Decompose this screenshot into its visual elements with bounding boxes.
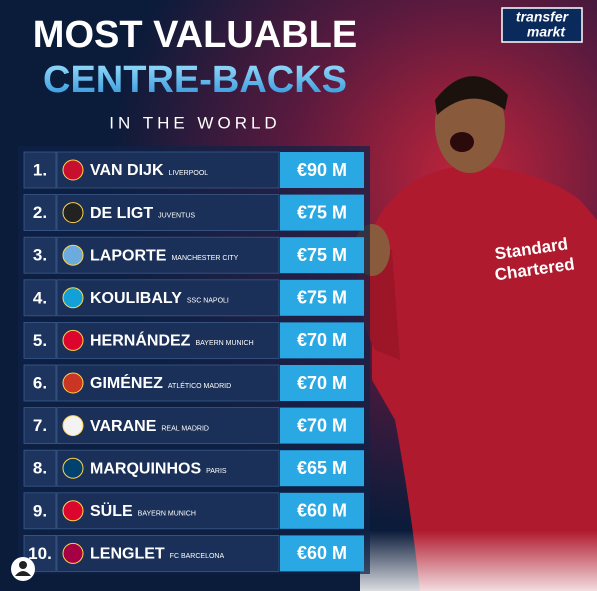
name-cell <box>56 194 280 232</box>
value-cell <box>280 279 364 316</box>
rank-cell <box>23 151 57 189</box>
club-name: PARIS <box>206 468 227 475</box>
club-badge <box>62 372 84 394</box>
club-badge <box>62 500 84 522</box>
market-value: €70 M <box>297 373 347 393</box>
rank: 1. <box>33 160 47 179</box>
market-value: €75 M <box>297 288 347 308</box>
name-cell <box>56 364 280 402</box>
player-name: KOULIBALY <box>90 290 182 307</box>
club-name: LIVERPOOL <box>169 170 209 177</box>
value-cell <box>280 194 364 231</box>
logo-bottom: markt <box>527 24 566 40</box>
club-badge <box>62 244 84 266</box>
rank: 7. <box>33 416 47 435</box>
rank-cell <box>23 492 57 530</box>
player-name: MARQUINHOS <box>90 460 201 477</box>
club-badge <box>62 329 84 351</box>
ranking-list: 1. VAN DIJK LIVERPOOL €90 M 2. DE LIGT JUVENTU… <box>23 151 364 572</box>
rank: 5. <box>33 331 47 350</box>
market-value: €90 M <box>297 160 347 180</box>
value-cell <box>280 450 364 487</box>
rank-cell <box>23 364 57 402</box>
player-name: LAPORTE <box>90 247 167 264</box>
name-cell <box>56 407 280 445</box>
club-badge <box>62 542 84 564</box>
club-badge <box>62 415 84 437</box>
market-value: €75 M <box>297 202 347 222</box>
player-name: SÜLE <box>90 501 133 520</box>
profile-avatar <box>11 557 35 581</box>
value-cell <box>280 322 364 359</box>
title-line-1: MOST VALUABLE <box>33 14 357 56</box>
rank-cell <box>23 279 57 317</box>
club-badge <box>62 202 84 224</box>
market-value: €70 M <box>297 415 347 435</box>
club-name: JUVENTUS <box>158 212 195 219</box>
name-cell <box>56 321 280 359</box>
rank: 6. <box>33 373 47 392</box>
club-name: BAYERN MUNICH <box>195 340 253 347</box>
player-name: HERNÁNDEZ <box>90 331 191 350</box>
market-value: €70 M <box>297 330 347 350</box>
club-badge <box>62 159 84 181</box>
rank: 4. <box>33 288 47 307</box>
player-name: LENGLET <box>90 546 165 563</box>
logo: transfer markt <box>501 7 583 43</box>
title-line-2: CENTRE-BACKS <box>43 59 347 101</box>
name-cell <box>56 492 280 530</box>
logo-top: transfer <box>516 9 570 25</box>
value-cell <box>280 237 364 274</box>
rank: 8. <box>33 459 47 478</box>
value-cell <box>280 407 364 444</box>
value-cell <box>280 152 364 188</box>
name-cell <box>56 449 280 487</box>
club-name: MANCHESTER CITY <box>171 255 238 262</box>
player-name: VAN DIJK <box>90 162 164 179</box>
player-name: GIMÉNEZ <box>90 373 163 392</box>
rank-cell <box>23 194 57 232</box>
rank: 2. <box>33 203 47 222</box>
club-name: REAL MADRID <box>161 425 209 432</box>
rank-cell <box>23 407 57 445</box>
market-value: €75 M <box>297 245 347 265</box>
market-value: €60 M <box>297 501 347 521</box>
rank: 3. <box>33 246 47 265</box>
name-cell <box>56 535 280 572</box>
rank: 10. <box>28 544 52 563</box>
market-value: €65 M <box>297 458 347 478</box>
club-name: FC BARCELONA <box>170 553 225 560</box>
name-cell <box>56 236 280 274</box>
value-cell <box>280 492 364 529</box>
club-name: ATLÉTICO MADRID <box>168 381 231 390</box>
value-cell <box>280 535 364 572</box>
rank: 9. <box>33 501 47 520</box>
player-name: VARANE <box>90 418 157 435</box>
rank-cell <box>23 236 57 274</box>
club-badge <box>62 457 84 479</box>
rank-cell <box>23 321 57 359</box>
club-name: BAYERN MUNICH <box>138 511 196 518</box>
club-name: SSC NAPOLI <box>187 298 229 305</box>
player-name: DE LIGT <box>90 205 153 222</box>
value-cell <box>280 365 364 401</box>
market-value: €60 M <box>297 543 347 563</box>
title-line-3: IN THE WORLD <box>109 113 280 132</box>
rank-cell <box>23 449 57 487</box>
club-badge <box>62 287 84 309</box>
name-cell <box>56 151 280 189</box>
name-cell <box>56 279 280 317</box>
